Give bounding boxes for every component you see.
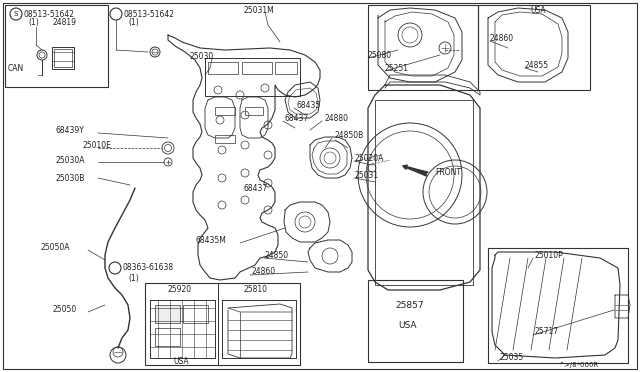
Bar	[205, 58, 300, 96]
Text: 25020A: 25020A	[355, 154, 385, 163]
Text: 68435M: 68435M	[196, 235, 227, 244]
Text: 25010E: 25010E	[82, 141, 111, 150]
Text: 24860: 24860	[252, 267, 276, 276]
Text: 08513-51642: 08513-51642	[123, 10, 174, 19]
Text: (1): (1)	[128, 273, 139, 282]
Text: USA: USA	[173, 357, 189, 366]
Text: 68435: 68435	[297, 100, 321, 109]
Bar	[5, 5, 108, 87]
Text: ^>/8*000R: ^>/8*000R	[558, 362, 598, 368]
Bar	[52, 47, 74, 69]
Text: 25010P: 25010P	[535, 250, 564, 260]
Text: 25050A: 25050A	[40, 244, 70, 253]
Text: S: S	[14, 11, 18, 17]
Bar	[155, 305, 180, 323]
Text: USA: USA	[530, 6, 546, 15]
Bar	[54, 49, 72, 67]
Bar	[215, 135, 235, 143]
Text: 24819: 24819	[52, 17, 76, 26]
Text: 68439Y: 68439Y	[55, 125, 84, 135]
Bar	[478, 5, 590, 90]
Text: (1): (1)	[28, 17, 39, 26]
Text: 25080: 25080	[368, 51, 392, 60]
Text: 68437: 68437	[285, 113, 309, 122]
Text: 24860: 24860	[490, 33, 514, 42]
Text: 24850: 24850	[265, 250, 289, 260]
Bar	[155, 328, 180, 346]
Text: FRONT: FRONT	[435, 167, 461, 176]
Text: 68437: 68437	[243, 183, 268, 192]
Bar	[368, 280, 463, 362]
Text: 08363-61638: 08363-61638	[122, 263, 173, 273]
Text: 25050: 25050	[52, 305, 76, 314]
Text: 25035: 25035	[500, 353, 524, 362]
Text: 25031: 25031	[355, 170, 379, 180]
Text: 25030A: 25030A	[55, 155, 84, 164]
Text: USA: USA	[398, 321, 417, 330]
Text: 25030B: 25030B	[55, 173, 84, 183]
Text: 25251: 25251	[385, 64, 409, 73]
Text: 24855: 24855	[525, 61, 549, 70]
Bar	[242, 62, 272, 74]
Text: 08513-51642: 08513-51642	[23, 10, 74, 19]
Bar	[145, 283, 300, 365]
Text: (1): (1)	[128, 17, 139, 26]
Text: 25030: 25030	[190, 51, 214, 61]
Bar	[208, 62, 238, 74]
Text: 24850B: 24850B	[335, 131, 364, 140]
Bar	[245, 107, 263, 115]
Text: CAN: CAN	[8, 64, 24, 73]
Text: 25920: 25920	[168, 285, 192, 295]
Bar	[183, 305, 208, 323]
Bar	[488, 248, 628, 363]
Text: 24880: 24880	[325, 113, 349, 122]
Text: 25810: 25810	[244, 285, 268, 295]
Bar	[215, 107, 235, 115]
Text: 25031M: 25031M	[244, 6, 275, 15]
Bar	[375, 100, 473, 285]
Text: 25857: 25857	[395, 301, 424, 310]
Bar	[275, 62, 297, 74]
Text: 25717: 25717	[535, 327, 559, 337]
Bar	[368, 5, 478, 90]
